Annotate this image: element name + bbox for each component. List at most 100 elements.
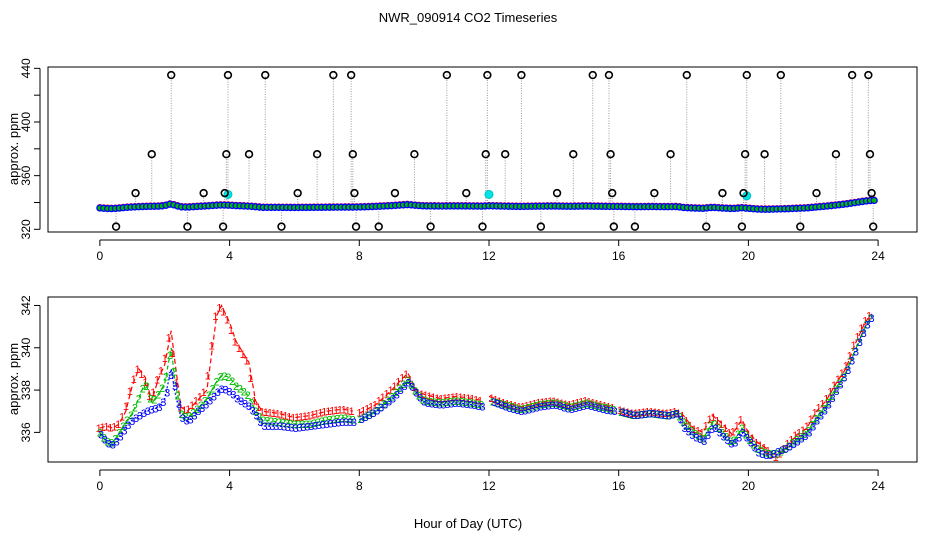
bottom-point-3: 3 — [129, 416, 135, 428]
bottom-point-3: 3 — [215, 387, 221, 399]
bottom-point-3: 3 — [211, 391, 217, 403]
bottom-point-1: 1 — [547, 396, 553, 408]
bottom-point-1: 1 — [271, 408, 277, 420]
top-spike-marker — [350, 188, 359, 198]
bottom-point-3: 3 — [460, 398, 466, 410]
bottom-point-3: 3 — [705, 430, 711, 442]
bottom-point-1: 1 — [255, 402, 261, 414]
bottom-point-2: 2 — [385, 395, 391, 407]
bottom-point-2: 2 — [319, 416, 325, 428]
bottom-point-2: 2 — [607, 404, 613, 416]
bottom-point-1: 1 — [648, 406, 654, 418]
bottom-point-2: 2 — [214, 377, 220, 389]
bottom-point-3: 3 — [868, 313, 874, 325]
bottom-point-2: 2 — [684, 421, 690, 433]
bottom-point-2: 2 — [307, 419, 313, 431]
bottom-point-2: 2 — [252, 406, 258, 418]
bottom-point-3: 3 — [269, 421, 275, 433]
bottom-x-tick-label: 24 — [871, 479, 885, 493]
bottom-point-3: 3 — [865, 320, 871, 332]
bottom-point-3: 3 — [281, 422, 287, 434]
top-panel-series — [96, 70, 878, 231]
bottom-point-3: 3 — [573, 403, 579, 415]
top-spike-marker — [426, 222, 435, 231]
bottom-point-3: 3 — [635, 410, 641, 422]
bottom-point-3: 3 — [110, 440, 116, 452]
bottom-point-2: 2 — [268, 416, 274, 428]
bottom-point-3: 3 — [386, 397, 392, 409]
bottom-point-2: 2 — [708, 420, 714, 432]
bottom-point-3: 3 — [312, 421, 318, 433]
bottom-point-2: 2 — [813, 414, 819, 426]
bottom-y-tick-label: 340 — [19, 337, 33, 357]
bottom-point-3: 3 — [234, 394, 240, 406]
bottom-point-2: 2 — [786, 441, 792, 453]
bottom-point-1: 1 — [434, 393, 440, 405]
bottom-point-2: 2 — [159, 383, 165, 395]
bottom-point-3: 3 — [238, 396, 244, 408]
bottom-point-1: 1 — [598, 400, 604, 412]
bottom-point-3: 3 — [526, 405, 532, 417]
bottom-point-2: 2 — [817, 408, 823, 420]
bottom-point-1: 1 — [372, 399, 378, 411]
bottom-point-2: 2 — [680, 417, 686, 429]
top-spike-marker — [329, 70, 338, 80]
bottom-point-2: 2 — [431, 397, 437, 409]
bottom-point-2: 2 — [128, 410, 134, 422]
top-spike-marker — [536, 222, 546, 231]
bottom-point-3: 3 — [479, 402, 485, 414]
bottom-point-3: 3 — [775, 447, 781, 459]
bottom-point-3: 3 — [608, 406, 614, 418]
bottom-point-1: 1 — [847, 350, 853, 362]
bottom-point-2: 2 — [466, 397, 472, 409]
bottom-point-3: 3 — [464, 399, 470, 411]
bottom-point-2: 2 — [583, 398, 589, 410]
bottom-point-3: 3 — [510, 404, 516, 416]
bottom-point-2: 2 — [805, 425, 811, 437]
top-spike-marker — [348, 149, 357, 159]
bottom-point-1: 1 — [854, 331, 860, 343]
bottom-point-2: 2 — [856, 337, 862, 349]
bottom-point-3: 3 — [125, 420, 131, 432]
bottom-point-2: 2 — [517, 404, 523, 416]
bottom-point-3: 3 — [117, 432, 123, 444]
bottom-point-1: 1 — [660, 408, 666, 420]
bottom-point-2: 2 — [863, 320, 869, 332]
bottom-point-1: 1 — [302, 411, 308, 423]
bottom-point-1: 1 — [512, 401, 518, 413]
bottom-point-3: 3 — [429, 399, 435, 411]
bottom-point-2: 2 — [719, 427, 725, 439]
bottom-point-2: 2 — [435, 398, 441, 410]
bottom-point-2: 2 — [459, 396, 465, 408]
bottom-point-3: 3 — [861, 328, 867, 340]
bottom-point-2: 2 — [556, 399, 562, 411]
bottom-point-1: 1 — [594, 399, 600, 411]
bottom-point-2: 2 — [381, 399, 387, 411]
bottom-point-3: 3 — [106, 438, 112, 450]
bottom-point-1: 1 — [796, 427, 802, 439]
bottom-point-3: 3 — [795, 436, 801, 448]
bottom-point-3: 3 — [752, 443, 758, 455]
top-spike-marker — [500, 149, 510, 159]
bottom-point-1: 1 — [477, 395, 483, 407]
bottom-point-3: 3 — [363, 412, 369, 424]
bottom-point-1: 1 — [726, 427, 732, 439]
bottom-point-3: 3 — [390, 394, 396, 406]
bottom-point-1: 1 — [349, 406, 355, 418]
bottom-point-1: 1 — [718, 419, 724, 431]
top-y-tick-label: 440 — [19, 58, 33, 78]
bottom-point-3: 3 — [783, 443, 789, 455]
bottom-point-2: 2 — [537, 400, 543, 412]
top-spike-marker — [131, 188, 140, 198]
bottom-point-3: 3 — [265, 421, 271, 433]
bottom-point-2: 2 — [163, 372, 169, 384]
bottom-point-3: 3 — [721, 432, 727, 444]
bottom-point-3: 3 — [437, 400, 443, 412]
bottom-point-1: 1 — [446, 392, 452, 404]
bottom-point-2: 2 — [762, 447, 768, 459]
top-spike-marker — [220, 188, 229, 198]
bottom-point-1: 1 — [142, 377, 148, 389]
bottom-point-3: 3 — [188, 415, 194, 427]
bottom-point-2: 2 — [587, 399, 593, 411]
bottom-point-3: 3 — [324, 419, 330, 431]
